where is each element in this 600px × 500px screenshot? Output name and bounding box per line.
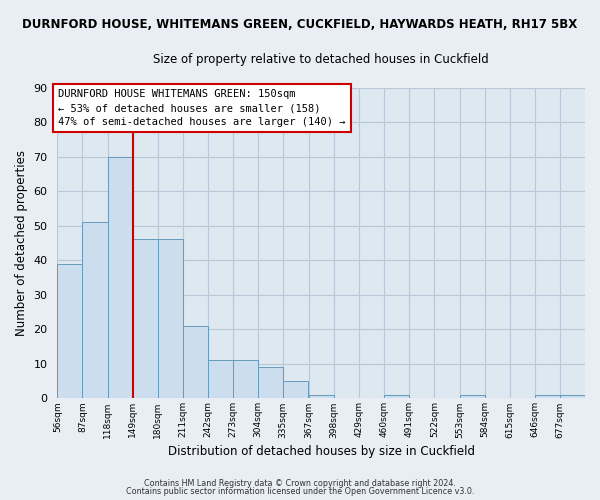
- Text: Contains public sector information licensed under the Open Government Licence v3: Contains public sector information licen…: [126, 487, 474, 496]
- Bar: [560, 395, 585, 398]
- Bar: [58, 264, 82, 398]
- Bar: [535, 395, 560, 398]
- Text: Contains HM Land Registry data © Crown copyright and database right 2024.: Contains HM Land Registry data © Crown c…: [144, 478, 456, 488]
- Bar: [133, 240, 158, 398]
- Bar: [107, 156, 133, 398]
- Bar: [183, 326, 208, 398]
- X-axis label: Distribution of detached houses by size in Cuckfield: Distribution of detached houses by size …: [168, 444, 475, 458]
- Bar: [283, 381, 308, 398]
- Bar: [82, 222, 107, 398]
- Bar: [208, 360, 233, 399]
- Bar: [233, 360, 258, 399]
- Bar: [460, 395, 485, 398]
- Y-axis label: Number of detached properties: Number of detached properties: [15, 150, 28, 336]
- Bar: [158, 240, 183, 398]
- Bar: [258, 368, 283, 398]
- Bar: [309, 395, 334, 398]
- Text: DURNFORD HOUSE, WHITEMANS GREEN, CUCKFIELD, HAYWARDS HEATH, RH17 5BX: DURNFORD HOUSE, WHITEMANS GREEN, CUCKFIE…: [22, 18, 578, 30]
- Bar: [385, 395, 409, 398]
- Title: Size of property relative to detached houses in Cuckfield: Size of property relative to detached ho…: [154, 52, 489, 66]
- Text: DURNFORD HOUSE WHITEMANS GREEN: 150sqm
← 53% of detached houses are smaller (158: DURNFORD HOUSE WHITEMANS GREEN: 150sqm ←…: [58, 89, 346, 127]
